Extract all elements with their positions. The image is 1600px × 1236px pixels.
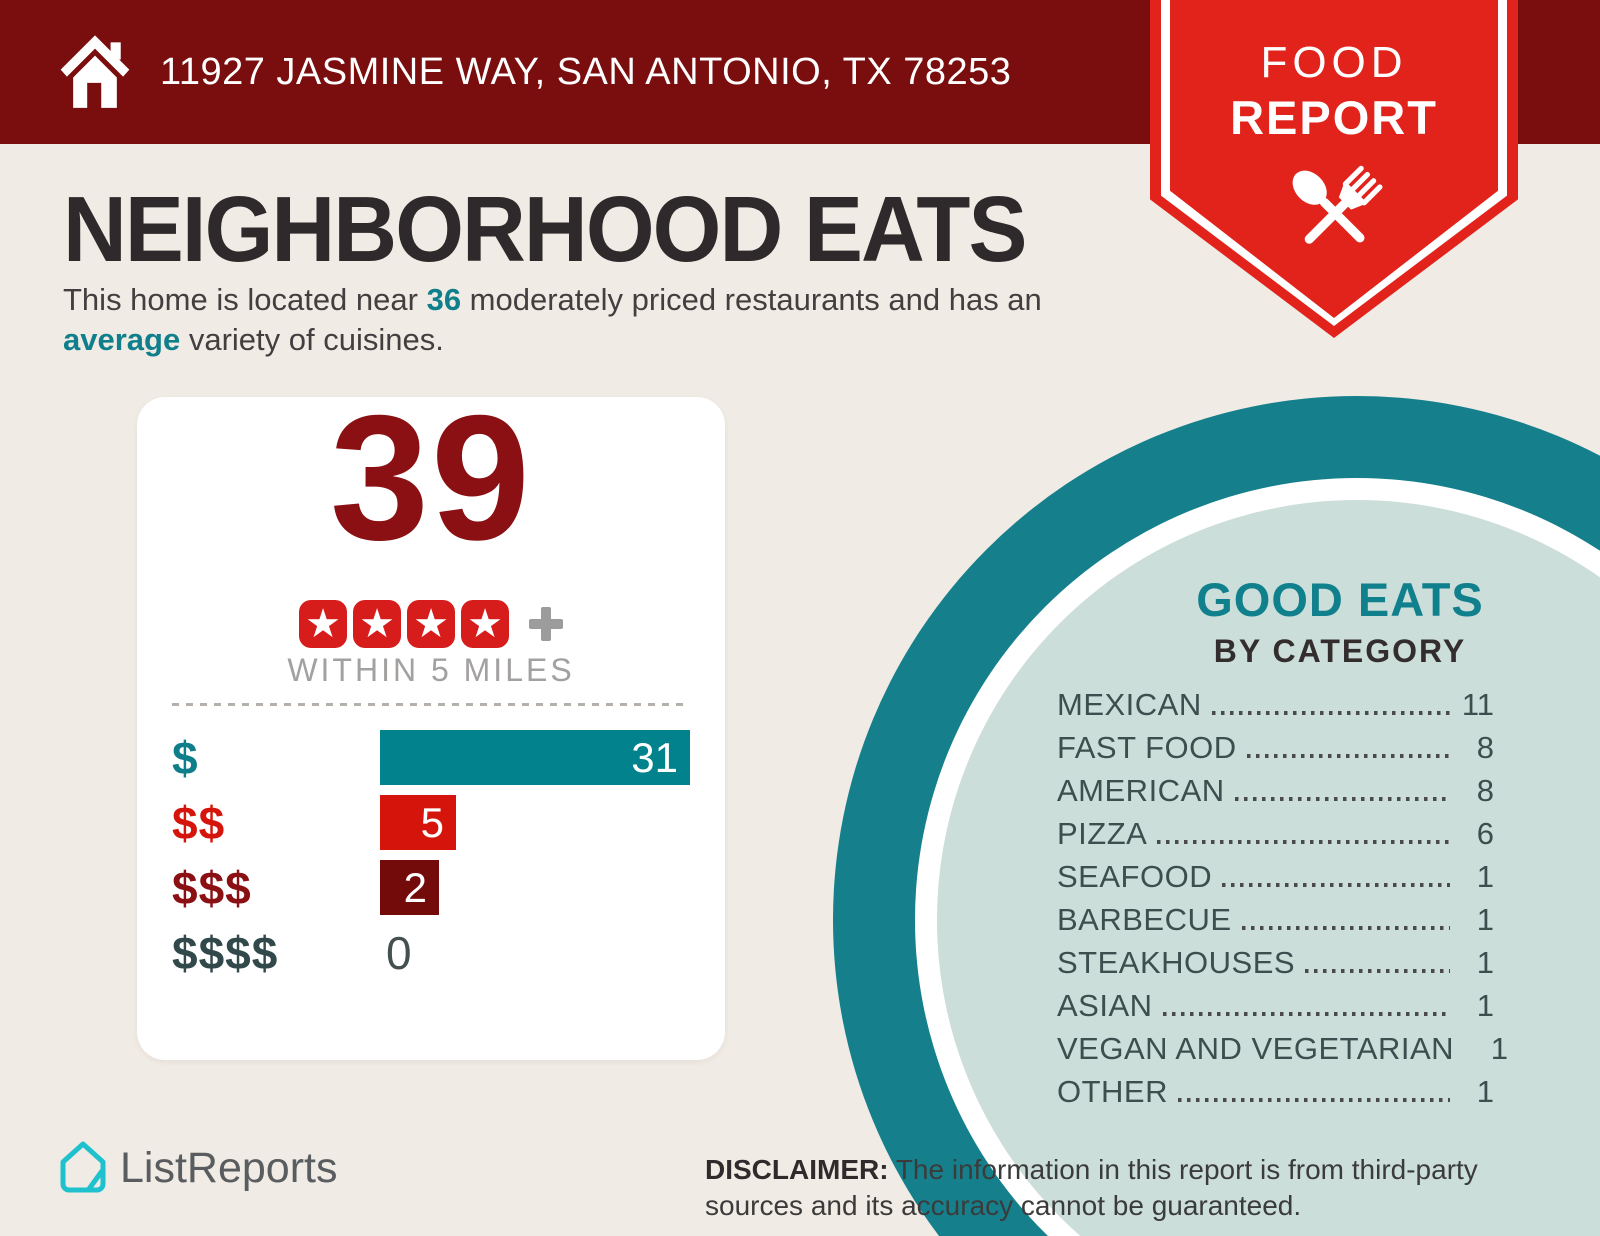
brand-name: ListReports <box>120 1143 338 1192</box>
dotted-leader <box>1246 754 1450 758</box>
disclaimer-label: DISCLAIMER: <box>705 1154 889 1185</box>
category-label: FAST FOOD <box>1057 730 1237 765</box>
category-value: 8 <box>1476 730 1494 765</box>
category-label: MEXICAN <box>1057 687 1202 722</box>
category-row: SEAFOOD 1 <box>1057 855 1494 898</box>
property-address: 11927 JASMINE WAY, SAN ANTONIO, TX 78253 <box>160 50 1012 93</box>
category-label: ASIAN <box>1057 988 1153 1023</box>
category-row: PIZZA 6 <box>1057 812 1494 855</box>
price-tier-label: $ <box>172 731 199 784</box>
price-bar-row: $$ 5 5 <box>172 790 690 855</box>
category-value: 11 <box>1461 687 1494 722</box>
restaurant-stats-card: 39 ★ ★ ★ ★ WITHIN 5 MILES $ 31 31 $$ 5 5… <box>137 389 725 1060</box>
dashed-divider <box>172 703 690 706</box>
category-value: 1 <box>1476 902 1494 937</box>
price-tier-label: $$$$ <box>172 926 279 979</box>
listreports-logo: ListReports <box>60 1140 337 1196</box>
bar-value: 31 <box>631 733 678 781</box>
yelp-star-icon: ★ <box>299 600 347 648</box>
category-value: 8 <box>1476 773 1494 808</box>
intro-sentence: This home is located near 36 moderately … <box>63 282 1042 357</box>
category-row: FAST FOOD 8 <box>1057 726 1494 769</box>
dotted-leader <box>1178 1098 1450 1102</box>
ribbon-title-report: REPORT <box>1230 91 1438 144</box>
category-row: STEAKHOUSES 1 <box>1057 941 1494 984</box>
category-label: BARBECUE <box>1057 902 1232 937</box>
category-row: BARBECUE 1 <box>1057 898 1494 941</box>
yelp-star-icon: ★ <box>353 600 401 648</box>
restaurant-count: 39 <box>330 378 532 577</box>
price-bar-row: $$$ 2 2 <box>172 855 690 920</box>
price-bar: 31 <box>380 730 690 785</box>
category-row: VEGAN AND VEGETARIAN 1 <box>1057 1027 1508 1070</box>
dotted-leader <box>1241 926 1450 930</box>
zero-value: 0 <box>386 926 412 979</box>
ribbon-title-food: FOOD <box>1260 38 1408 87</box>
bar-value: 2 <box>403 863 427 911</box>
category-label: AMERICAN <box>1057 773 1225 808</box>
price-bar-row: $ 31 31 <box>172 725 690 790</box>
good-eats-title: GOOD EATS <box>1196 573 1484 626</box>
price-tier-label: $$$ <box>172 861 252 914</box>
category-value: 6 <box>1476 816 1494 851</box>
dotted-leader <box>1157 840 1450 844</box>
house-icon <box>60 35 130 108</box>
dotted-leader <box>1162 1012 1450 1016</box>
category-row: AMERICAN 8 <box>1057 769 1494 812</box>
listreports-house-icon <box>60 1141 106 1193</box>
category-label: PIZZA <box>1057 816 1148 851</box>
category-label: VEGAN AND VEGETARIAN <box>1057 1031 1455 1066</box>
price-tier-label: $$ <box>172 796 226 849</box>
category-label: STEAKHOUSES <box>1057 945 1296 980</box>
dotted-leader <box>1211 711 1450 715</box>
dotted-leader <box>1234 797 1450 801</box>
dotted-leader <box>1305 969 1450 973</box>
category-value: 1 <box>1490 1031 1509 1066</box>
good-eats-subtitle: BY CATEGORY <box>1213 633 1467 669</box>
category-label: OTHER <box>1057 1074 1168 1109</box>
disclaimer: DISCLAIMER: The information in this repo… <box>705 1154 1478 1221</box>
star-rating: ★ ★ ★ ★ <box>137 600 725 648</box>
plus-icon <box>529 607 563 641</box>
category-list: MEXICAN 11 FAST FOOD 8 AMERICAN 8 PIZZA … <box>1057 683 1508 1113</box>
category-row: ASIAN 1 <box>1057 984 1494 1027</box>
price-tier-chart: $ 31 31 $$ 5 5 $$$ 2 2 $$$$ 0 0 <box>172 725 690 985</box>
category-row: OTHER 1 <box>1057 1070 1494 1113</box>
category-value: 1 <box>1476 1074 1494 1109</box>
variety-highlight: average <box>63 322 181 357</box>
spoon-fork-icon <box>1292 165 1383 244</box>
category-row: MEXICAN 11 <box>1057 683 1494 726</box>
price-bar: 2 <box>380 860 439 915</box>
category-value: 1 <box>1476 859 1494 894</box>
category-label: SEAFOOD <box>1057 859 1213 894</box>
yelp-star-icon: ★ <box>407 600 455 648</box>
restaurant-count-highlight: 36 <box>426 282 462 317</box>
page-title: NEIGHBORHOOD EATS <box>63 177 1027 281</box>
category-value: 1 <box>1476 988 1494 1023</box>
category-value: 1 <box>1476 945 1494 980</box>
bar-value: 5 <box>420 798 444 846</box>
radius-note: WITHIN 5 MILES <box>287 652 575 688</box>
food-report-ribbon: FOOD REPORT <box>1150 0 1518 338</box>
price-bar-row: $$$$ 0 0 <box>172 920 690 985</box>
yelp-star-icon: ★ <box>461 600 509 648</box>
price-bar: 5 <box>380 795 456 850</box>
dotted-leader <box>1222 883 1450 887</box>
